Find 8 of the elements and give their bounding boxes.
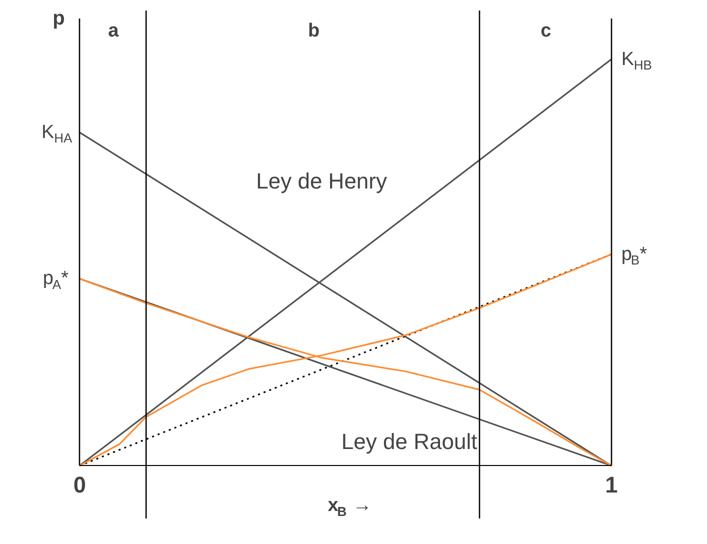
x-tick-label: 0: [73, 472, 86, 498]
y-axis-title: p: [52, 8, 65, 30]
text: c: [540, 20, 552, 42]
annotation: Ley de Henry: [256, 168, 388, 194]
annotation: Ley de Raoult: [341, 428, 478, 454]
text: a: [108, 20, 120, 42]
text: b: [308, 20, 320, 42]
x-tick-label: 1: [605, 472, 618, 498]
